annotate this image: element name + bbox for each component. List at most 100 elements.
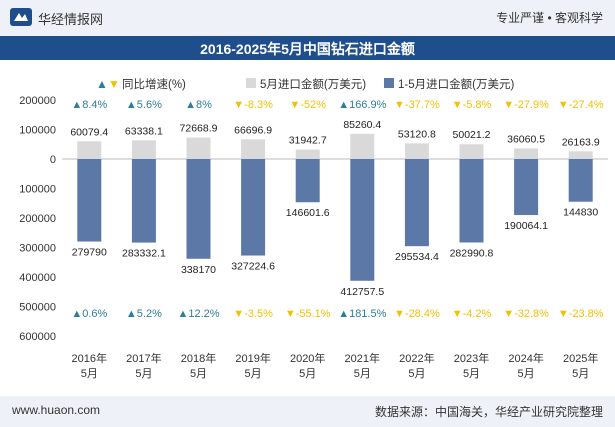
data-label-may: 53120.8 — [398, 128, 436, 140]
bar-may — [77, 141, 102, 159]
legend-growth-marker-up: ▲ — [96, 77, 108, 91]
bar-jan-may — [241, 159, 266, 256]
bar-may — [295, 149, 320, 159]
growth-label-may: ▼-52% — [289, 99, 326, 111]
top-bar: 华经情报网 专业严谨 • 客观科学 — [0, 0, 615, 36]
data-label-jan-may: 144830 — [563, 207, 598, 219]
growth-label-jan-may: ▼-23.8% — [558, 308, 604, 320]
data-label-may: 85260.4 — [343, 119, 381, 131]
x-tick-label: 2023年 — [454, 351, 489, 365]
data-label-may: 50021.2 — [453, 129, 491, 141]
data-label-jan-may: 327224.6 — [231, 261, 275, 273]
x-tick-label: 2019年 — [235, 351, 270, 365]
growth-label-jan-may: ▼-3.5% — [233, 308, 273, 320]
bar-jan-may — [514, 159, 539, 216]
data-label-may: 26163.9 — [562, 136, 600, 148]
data-label-jan-may: 190064.1 — [504, 220, 548, 232]
data-label-jan-may: 412757.5 — [340, 286, 384, 298]
bar-may — [241, 139, 266, 159]
data-label-jan-may: 279790 — [72, 247, 107, 259]
growth-label-jan-may: ▼-55.1% — [285, 308, 331, 320]
growth-label-may: ▼-27.9% — [503, 99, 549, 111]
x-tick-label: 2025年 — [563, 351, 598, 365]
bar-jan-may — [404, 159, 429, 247]
brand-name: 华经情报网 — [38, 12, 104, 27]
growth-label-jan-may: ▼-4.2% — [452, 308, 492, 320]
growth-label-jan-may: ▼-32.8% — [503, 308, 549, 320]
bar-jan-may — [77, 159, 102, 242]
y-tick-label: 200000 — [19, 95, 56, 107]
x-tick-label: 5月 — [245, 368, 262, 380]
x-tick-label: 5月 — [463, 368, 480, 380]
legend-swatch-jan-may — [384, 78, 394, 88]
x-tick-label: 5月 — [81, 368, 98, 380]
data-label-jan-may: 283332.1 — [122, 248, 166, 260]
legend-may: 5月进口金额(万美元) — [260, 77, 366, 91]
growth-label-may: ▼-37.7% — [394, 99, 440, 111]
y-tick-label: 600000 — [19, 331, 56, 343]
bar-jan-may — [459, 159, 484, 243]
title-bar — [0, 36, 615, 60]
growth-label-jan-may: ▲12.2% — [177, 308, 219, 320]
bar-jan-may — [295, 159, 320, 203]
data-label-jan-may: 295534.4 — [395, 251, 439, 263]
x-tick-label: 2021年 — [345, 351, 380, 365]
y-tick-label: 100000 — [19, 125, 56, 137]
x-tick-label: 5月 — [354, 368, 371, 380]
bar-jan-may — [131, 159, 156, 243]
bar-may — [459, 144, 484, 159]
y-tick-label: 100000 — [19, 184, 56, 196]
legend-growth-marker-down: ▼ — [108, 77, 120, 91]
growth-label-jan-may: ▲5.2% — [126, 308, 162, 320]
x-tick-label: 5月 — [572, 368, 589, 380]
bar-may — [350, 133, 375, 159]
x-tick-label: 2016年 — [72, 351, 107, 365]
x-tick-label: 5月 — [135, 368, 152, 380]
x-tick-label: 5月 — [518, 368, 535, 380]
growth-label-may: ▲8.4% — [71, 99, 107, 111]
bar-may — [568, 151, 593, 159]
huajing-logo-icon — [10, 8, 32, 26]
footer-source: 数据来源：中国海关，华经产业研究院整理 — [374, 405, 603, 419]
y-tick-label: 0 — [50, 154, 56, 166]
growth-label-may: ▼-27.4% — [558, 99, 604, 111]
bar-jan-may — [350, 159, 375, 281]
bar-may — [131, 140, 156, 159]
data-label-may: 63338.1 — [125, 125, 163, 137]
x-tick-label: 5月 — [190, 368, 207, 380]
growth-label-jan-may: ▲181.5% — [338, 308, 386, 320]
x-tick-label: 2022年 — [399, 351, 434, 365]
x-tick-label: 5月 — [299, 368, 316, 380]
y-tick-label: 300000 — [19, 243, 56, 255]
bar-jan-may — [568, 159, 593, 202]
y-tick-label: 200000 — [19, 213, 56, 225]
data-label-may: 60079.4 — [70, 126, 108, 138]
growth-label-may: ▲166.9% — [338, 99, 386, 111]
data-label-may: 36060.5 — [507, 133, 545, 145]
data-label-may: 72668.9 — [180, 123, 218, 135]
growth-label-may: ▼-8.3% — [233, 99, 273, 111]
chart-title: 2016-2025年5月中国钻石进口金额 — [200, 41, 415, 57]
footer-website: www.huaon.com — [12, 403, 101, 417]
bar-may — [404, 143, 429, 159]
data-label-jan-may: 146601.6 — [286, 207, 330, 219]
y-tick-label: 500000 — [19, 302, 56, 314]
legend-swatch-may — [246, 78, 256, 88]
growth-label-jan-may: ▲0.6% — [71, 308, 107, 320]
y-tick-label: 400000 — [19, 272, 56, 284]
bar-jan-may — [186, 159, 211, 259]
legend-jan-may: 1-5月进口金额(万美元) — [398, 77, 514, 91]
data-label-jan-may: 338170 — [181, 264, 216, 276]
x-tick-label: 2018年 — [181, 351, 216, 365]
data-label-jan-may: 282990.8 — [450, 247, 494, 259]
data-label-may: 31942.7 — [289, 135, 327, 147]
bar-may — [186, 137, 211, 159]
x-tick-label: 2024年 — [508, 351, 543, 365]
growth-label-may: ▼-5.8% — [452, 99, 492, 111]
footer-bar — [0, 396, 615, 427]
tagline: 专业严谨 • 客观科学 — [496, 11, 603, 25]
data-label-may: 66696.9 — [234, 124, 272, 136]
legend-growth: 同比增速(%) — [122, 77, 186, 91]
